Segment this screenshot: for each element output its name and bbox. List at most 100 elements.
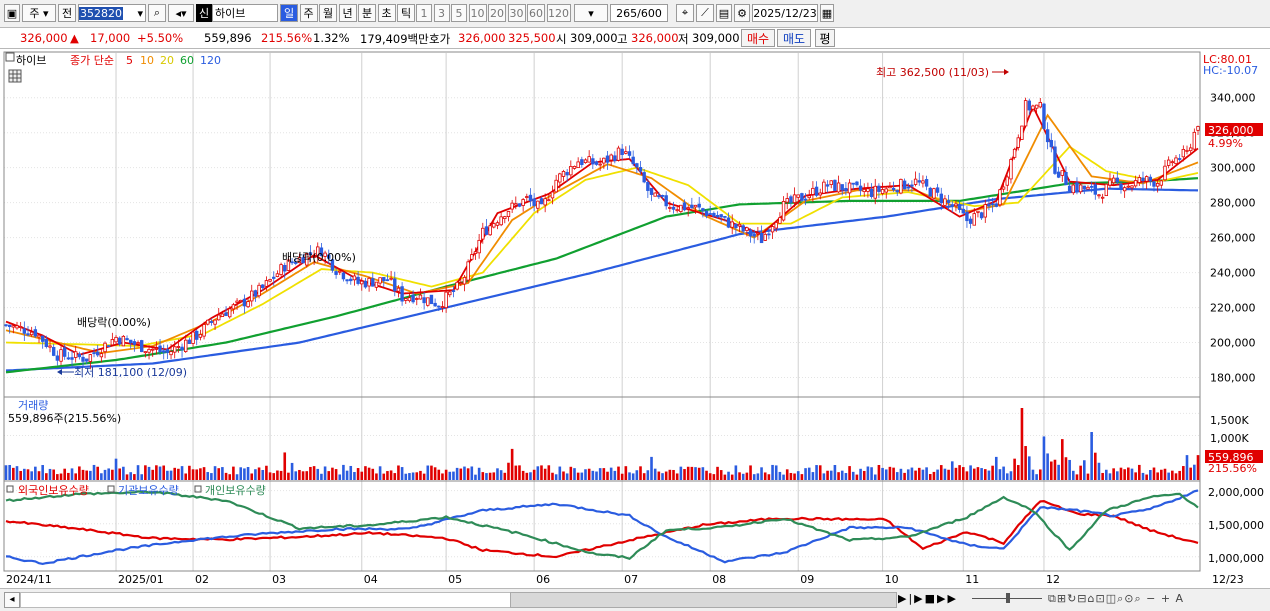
crosshair-icon[interactable]: ⌖	[676, 4, 694, 22]
volume-bar	[283, 452, 287, 480]
candle-body	[198, 334, 203, 338]
count-button-20[interactable]: 20	[488, 4, 506, 22]
volume-bar	[235, 474, 239, 480]
layout-icon[interactable]: ▣	[4, 4, 20, 22]
candle-body	[1144, 176, 1149, 182]
volume-bar	[980, 468, 983, 480]
high-price: 326,000	[631, 31, 679, 45]
candle-body	[668, 206, 672, 209]
draw-line-icon[interactable]: ⟋	[696, 4, 714, 22]
gear-icon[interactable]: ⚙	[734, 4, 750, 22]
candle-body	[1133, 180, 1138, 187]
count-button-10[interactable]: 10	[468, 4, 487, 22]
zoom-slider-thumb[interactable]	[1006, 593, 1010, 603]
holding-tick-2: 1,500,000	[1208, 519, 1264, 532]
count-dropdown[interactable]: ▾	[574, 4, 608, 22]
volume-bar	[496, 468, 499, 480]
candle-body	[715, 214, 720, 218]
volume-bar	[521, 470, 525, 480]
volume-bar	[56, 474, 59, 480]
scroll-left-icon[interactable]: ◂	[4, 592, 20, 608]
volume-bar	[1127, 467, 1130, 480]
volume-bar	[701, 467, 705, 480]
buy-button[interactable]: 매수	[741, 29, 775, 47]
candle-body	[117, 337, 122, 345]
period-button-4[interactable]: 분	[358, 4, 376, 22]
display-count[interactable]: 265/600	[610, 4, 668, 22]
speaker-icon[interactable]: ◂▾	[168, 4, 194, 22]
save-icon[interactable]: ▤	[716, 4, 732, 22]
volume-bar	[532, 469, 536, 480]
candle-body	[415, 298, 419, 300]
playback-controls[interactable]: ▶|▶■▶▶	[898, 592, 958, 605]
volume-tick-1: 1,500K	[1210, 414, 1249, 427]
count-button-1[interactable]: 1	[416, 4, 432, 22]
candle-body	[587, 156, 591, 163]
candle-body	[338, 270, 342, 273]
date-field[interactable]: 2025/12/23	[752, 4, 818, 22]
count-button-60[interactable]: 60	[527, 4, 545, 22]
count-button-3[interactable]: 3	[433, 4, 450, 22]
candle-body	[290, 261, 294, 264]
candle-body	[257, 284, 261, 297]
candle-body	[536, 200, 540, 209]
average-button[interactable]: 평	[815, 29, 835, 47]
candle-body	[1023, 100, 1028, 127]
prev-button[interactable]: 전	[58, 4, 76, 22]
count-button-5[interactable]: 5	[451, 4, 467, 22]
volume-bar	[1042, 436, 1046, 480]
volume-bar	[1101, 472, 1104, 480]
volume-title: 거래량	[18, 399, 48, 412]
candle-body	[1042, 103, 1046, 129]
market-select[interactable]: 주 ▾	[22, 4, 56, 22]
sell-button[interactable]: 매도	[777, 29, 811, 47]
volume-bar	[767, 474, 771, 480]
candle-body	[822, 181, 826, 194]
candle-body	[349, 278, 353, 282]
count-button-30[interactable]: 30	[507, 4, 526, 22]
period-button-6[interactable]: 틱	[397, 4, 415, 22]
volume-bar	[815, 465, 818, 480]
scroll-thumb[interactable]	[510, 592, 897, 608]
view-toolbar-icons[interactable]: ⧉⊞↻⊟⌂⊡◫⌕⊙⌕ − + A	[1048, 592, 1185, 605]
count-button-120[interactable]: 120	[546, 4, 571, 22]
volume-bar	[290, 462, 294, 480]
period-button-1[interactable]: 주	[299, 4, 318, 22]
scroll-track[interactable]	[20, 592, 512, 608]
table-icon[interactable]	[8, 69, 22, 83]
candle-body	[228, 308, 232, 318]
candle-body	[818, 192, 822, 196]
volume-bar	[1123, 469, 1126, 480]
hoga-label: 호가	[429, 32, 451, 46]
candle-body	[1064, 171, 1068, 186]
stock-chart[interactable]: 하이브 종가 단순 5 10 20 60 120 LC:80.01 HC:-10…	[0, 50, 1270, 588]
volume-bar	[221, 467, 224, 480]
candle-body	[572, 166, 577, 169]
search-icon[interactable]: ⌕	[148, 4, 166, 22]
stock-name-field[interactable]: 하이브	[212, 4, 278, 22]
volume-bar	[455, 467, 459, 480]
period-button-5[interactable]: 초	[377, 4, 396, 22]
candle-body	[675, 209, 679, 212]
volume-bar	[947, 469, 950, 480]
lc-label: LC:80.01	[1203, 53, 1252, 66]
volume-bar	[1024, 446, 1027, 480]
candle-body	[18, 326, 23, 328]
volume-bar	[738, 472, 741, 480]
volume-bar	[716, 466, 719, 480]
code-input[interactable]: 352820 ▾	[78, 4, 146, 22]
period-button-3[interactable]: 년	[338, 4, 357, 22]
candle-body	[283, 265, 287, 272]
period-button-0[interactable]: 일	[280, 4, 298, 22]
candle-body	[1130, 185, 1134, 189]
volume-bar	[1145, 474, 1148, 480]
code-dropdown-icon[interactable]: ▾	[137, 6, 143, 20]
candle-body	[1071, 184, 1075, 194]
period-button-2[interactable]: 월	[319, 4, 337, 22]
candle-body	[44, 339, 49, 348]
volume-bar	[1031, 469, 1035, 480]
volume-bar	[859, 468, 862, 480]
candle-body	[1078, 184, 1083, 193]
volume-bar	[444, 469, 448, 480]
calendar-icon[interactable]: ▦	[820, 4, 834, 22]
